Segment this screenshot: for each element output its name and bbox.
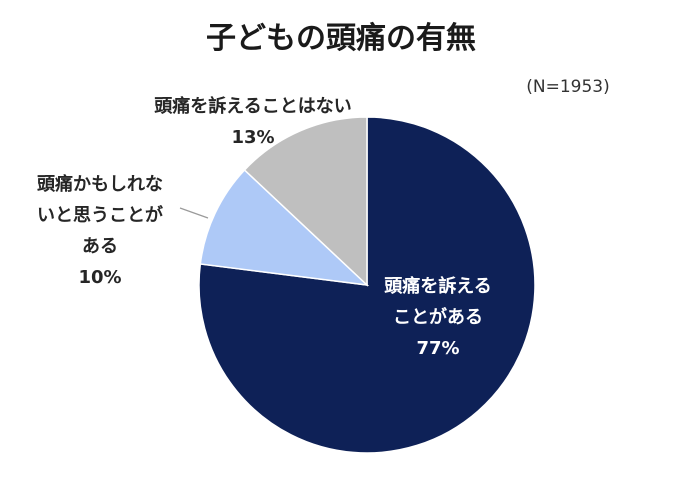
- slice-3-category-label: 頭痛を訴えることはない: [154, 95, 351, 117]
- slice-2-category-label: いと思うことが: [37, 204, 163, 226]
- slice-2-category-label: 頭痛かもしれな: [37, 173, 163, 195]
- pie-slice-3: [243, 116, 368, 287]
- pie-slices: [198, 116, 536, 454]
- pie-slice-2: [199, 168, 370, 287]
- slice-2-value-label: 10%: [78, 267, 121, 288]
- pie-slice-1: [198, 116, 536, 454]
- leader-line: [179, 207, 209, 219]
- slice-1-category-label: 頭痛を訴える: [384, 275, 491, 297]
- chart-title: 子どもの頭痛の有無: [206, 21, 476, 56]
- slice-1-value-label: 77%: [416, 338, 459, 359]
- slice-1-category-label: ことがある: [393, 306, 483, 328]
- slice-3-value-label: 13%: [231, 127, 274, 148]
- sample-size-note: (N=1953): [526, 77, 610, 97]
- slice-2-category-label: ある: [82, 236, 118, 257]
